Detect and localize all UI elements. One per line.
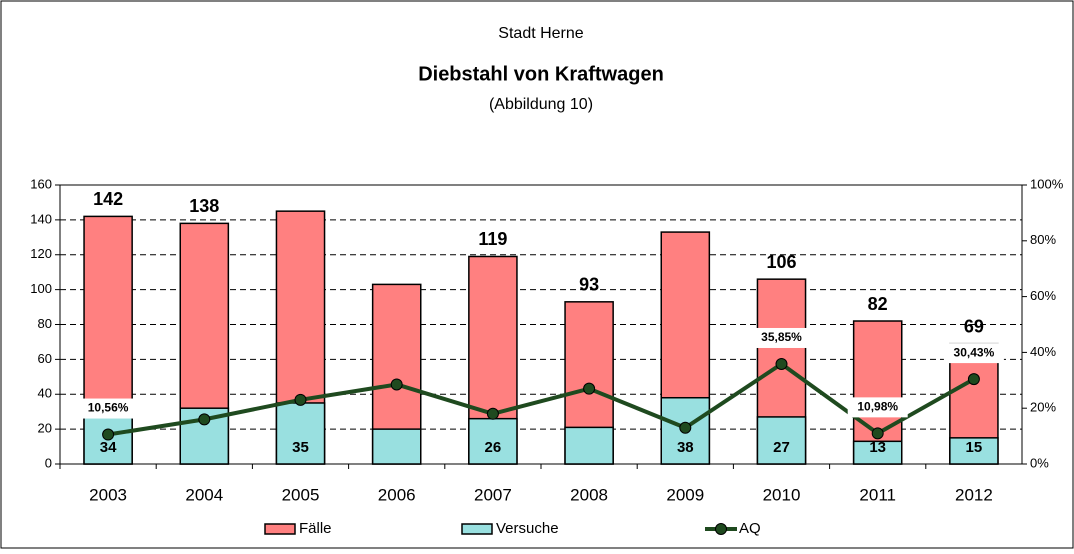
legend-marker	[715, 523, 727, 535]
data-label: 38	[677, 439, 694, 456]
data-label: 15	[966, 439, 983, 456]
x-tick-label: 2010	[763, 485, 801, 504]
data-label: 30,43%	[954, 345, 995, 359]
marker	[967, 373, 980, 386]
bar	[275, 402, 326, 465]
data-label: 93	[579, 275, 599, 295]
x-tick-label: 2006	[378, 485, 416, 504]
legend-label: AQ	[739, 520, 761, 537]
x-tick-label: 2005	[282, 485, 320, 504]
bar	[949, 437, 999, 465]
data-label: 34	[100, 439, 117, 456]
bar	[371, 428, 422, 465]
data-label: 106	[766, 252, 796, 272]
y2-tick-label: 60%	[1030, 288, 1056, 303]
y-tick-label: 80	[38, 316, 52, 331]
marker	[294, 393, 307, 406]
data-label: 13	[869, 439, 886, 456]
data-label: 142	[93, 189, 123, 209]
y-tick-label: 140	[30, 211, 52, 226]
x-tick-label: 2003	[89, 485, 127, 504]
y-tick-label: 20	[38, 421, 52, 436]
x-tick-label: 2007	[474, 485, 512, 504]
y-tick-label: 60	[38, 351, 52, 366]
y2-tick-label: 100%	[1030, 176, 1064, 191]
label-box	[751, 327, 812, 348]
y-tick-label: 40	[38, 386, 52, 401]
data-label: 119	[478, 229, 507, 249]
bar	[564, 426, 614, 465]
marker	[198, 413, 211, 426]
data-label: 69	[964, 316, 984, 336]
chart-title: Diebstahl von Kraftwagen	[418, 63, 664, 85]
legend-swatch	[461, 523, 493, 535]
x-tick-label: 2008	[570, 485, 608, 504]
y-tick-label: 0	[45, 455, 52, 470]
x-tick-label: 2004	[185, 485, 223, 504]
marker	[583, 382, 596, 395]
legend-label: Fälle	[299, 520, 332, 537]
bar	[852, 440, 903, 465]
y2-tick-label: 0%	[1030, 455, 1049, 470]
y-tick-label: 160	[30, 176, 52, 191]
x-tick-label: 2012	[955, 485, 993, 504]
data-label: 138	[189, 196, 219, 216]
x-tick-label: 2009	[666, 485, 704, 504]
label-box	[943, 343, 1004, 364]
marker	[102, 428, 115, 441]
label-box	[78, 398, 139, 419]
y2-tick-label: 20%	[1030, 400, 1056, 415]
data-label: 10,56%	[88, 401, 129, 415]
y2-tick-label: 40%	[1030, 344, 1056, 359]
bar	[852, 320, 903, 465]
marker	[390, 378, 403, 391]
legend-swatch	[264, 523, 296, 535]
marker	[775, 357, 788, 370]
marker	[679, 421, 692, 434]
label-box	[847, 397, 908, 418]
legend-label: Versuche	[496, 520, 559, 537]
y-tick-label: 120	[30, 246, 52, 261]
y-tick-label: 100	[30, 281, 52, 296]
chart-subtitle: (Abbildung 10)	[489, 96, 593, 113]
data-label: 35	[292, 439, 309, 456]
data-label: 35,85%	[761, 330, 802, 344]
data-label: 27	[773, 439, 790, 456]
marker	[486, 407, 499, 420]
chart-supertitle: Stadt Herne	[498, 25, 583, 42]
data-label: 10,98%	[857, 400, 898, 414]
line	[107, 361, 975, 437]
bar	[756, 416, 807, 465]
x-tick-label: 2011	[859, 485, 896, 504]
marker	[871, 427, 884, 440]
y2-tick-label: 80%	[1030, 232, 1056, 247]
data-label: 82	[868, 294, 888, 314]
data-label: 26	[485, 439, 502, 456]
